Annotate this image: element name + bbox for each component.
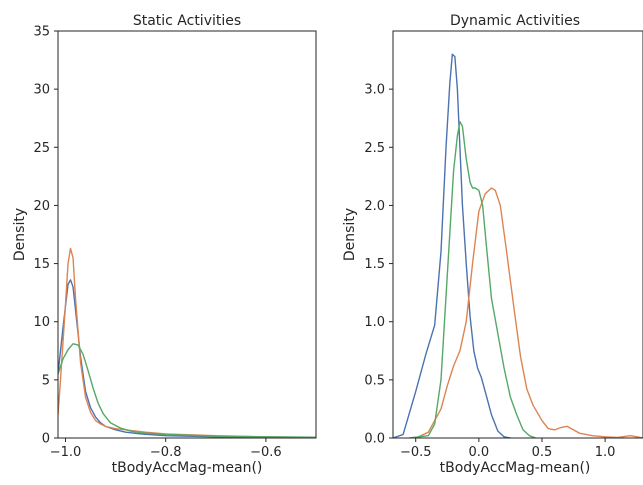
x-tick-label: 0.5 <box>532 445 553 460</box>
plot-frame <box>58 31 316 438</box>
plot-frame <box>393 31 643 438</box>
y-axis-label: Density <box>12 208 28 261</box>
x-axis-label: tBodyAccMag-mean() <box>112 460 263 476</box>
y-tick-label: 25 <box>33 141 50 156</box>
series-group <box>393 54 643 438</box>
y-axis-label: Density <box>342 208 358 261</box>
x-tick-label: 0.0 <box>469 445 490 460</box>
y-tick-label: 2.5 <box>364 141 385 156</box>
y-tick-label: 1.0 <box>364 315 385 330</box>
series-group <box>58 248 316 437</box>
x-tick-label: −0.6 <box>250 445 282 460</box>
series-2-line <box>58 248 316 437</box>
y-tick-label: 30 <box>33 83 50 98</box>
x-tick-label: 1.0 <box>595 445 616 460</box>
chart-title: Dynamic Activities <box>450 13 580 29</box>
chart-title: Static Activities <box>133 13 241 29</box>
x-axis-label: tBodyAccMag-mean() <box>440 460 591 476</box>
y-tick-label: 0.5 <box>364 373 385 388</box>
y-tick-label: 15 <box>33 257 50 272</box>
series-3-line <box>58 344 316 437</box>
y-tick-label: 3.0 <box>364 83 385 98</box>
series-1-line <box>393 54 510 438</box>
y-tick-label: 1.5 <box>364 257 385 272</box>
x-tick-label: −0.8 <box>150 445 182 460</box>
y-tick-label: 35 <box>33 25 50 40</box>
y-tick-label: 20 <box>33 199 50 214</box>
x-tick-label: −0.5 <box>400 445 432 460</box>
y-tick-label: 0 <box>42 432 50 447</box>
series-1-line <box>58 280 316 438</box>
y-tick-label: 0.0 <box>364 432 385 447</box>
y-tick-label: 5 <box>42 373 50 388</box>
chart-panel-2: −0.5 0.0 0.5 1.0 0.0 0.5 1.0 1.5 2.0 2.5 3.0 Dynami… <box>342 13 643 476</box>
chart-panel-1: −1.0 −0.8 −0.6 0 5 10 15 20 25 30 35 Static Activit… <box>12 13 316 476</box>
y-tick-label: 10 <box>33 315 50 330</box>
x-tick-label: −1.0 <box>50 445 82 460</box>
series-3-line <box>409 122 535 438</box>
y-tick-label: 2.0 <box>364 199 385 214</box>
